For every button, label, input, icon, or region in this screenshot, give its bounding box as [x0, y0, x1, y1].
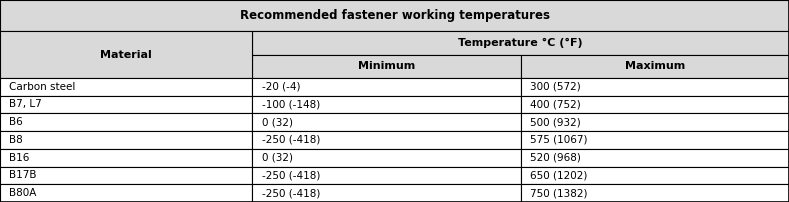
Text: Carbon steel: Carbon steel	[9, 82, 76, 92]
Bar	[252, 131, 521, 149]
Text: B17B: B17B	[9, 170, 37, 180]
Text: 0 (32): 0 (32)	[262, 117, 293, 127]
Text: B80A: B80A	[9, 188, 37, 198]
Bar	[252, 55, 521, 78]
Bar	[252, 113, 521, 131]
Text: 300 (572): 300 (572)	[530, 82, 581, 92]
Text: Maximum: Maximum	[625, 61, 685, 71]
Text: Minimum: Minimum	[358, 61, 415, 71]
Text: B7, L7: B7, L7	[9, 99, 43, 109]
Text: B6: B6	[9, 117, 23, 127]
Bar	[0, 149, 252, 166]
Text: 650 (1202): 650 (1202)	[530, 170, 588, 180]
Bar	[252, 78, 521, 96]
Bar	[252, 149, 521, 166]
Bar	[0, 96, 252, 113]
Text: 500 (932): 500 (932)	[530, 117, 581, 127]
Text: 520 (968): 520 (968)	[530, 153, 581, 163]
Bar	[521, 113, 789, 131]
Bar	[0, 31, 252, 78]
Text: -20 (-4): -20 (-4)	[262, 82, 301, 92]
Bar	[0, 184, 252, 202]
Bar	[521, 149, 789, 166]
Bar	[521, 184, 789, 202]
Text: -250 (-418): -250 (-418)	[262, 170, 320, 180]
Bar	[252, 166, 521, 184]
Bar	[521, 55, 789, 78]
Text: Material: Material	[100, 49, 152, 60]
Bar	[252, 31, 789, 55]
Text: 750 (1382): 750 (1382)	[530, 188, 588, 198]
Bar	[521, 78, 789, 96]
Text: B8: B8	[9, 135, 23, 145]
Text: Temperature °C (°F): Temperature °C (°F)	[458, 38, 583, 48]
Text: 575 (1067): 575 (1067)	[530, 135, 588, 145]
Text: 0 (32): 0 (32)	[262, 153, 293, 163]
Text: 400 (752): 400 (752)	[530, 99, 581, 109]
Bar	[252, 96, 521, 113]
Bar	[521, 131, 789, 149]
Bar	[0, 113, 252, 131]
Bar	[0, 78, 252, 96]
Text: Recommended fastener working temperatures: Recommended fastener working temperature…	[240, 9, 549, 22]
Text: B16: B16	[9, 153, 30, 163]
Bar	[0, 131, 252, 149]
Text: -250 (-418): -250 (-418)	[262, 188, 320, 198]
Bar	[521, 96, 789, 113]
Bar	[521, 166, 789, 184]
Bar	[0, 166, 252, 184]
Bar	[252, 184, 521, 202]
Text: -250 (-418): -250 (-418)	[262, 135, 320, 145]
Text: -100 (-148): -100 (-148)	[262, 99, 320, 109]
Bar	[0, 0, 789, 31]
